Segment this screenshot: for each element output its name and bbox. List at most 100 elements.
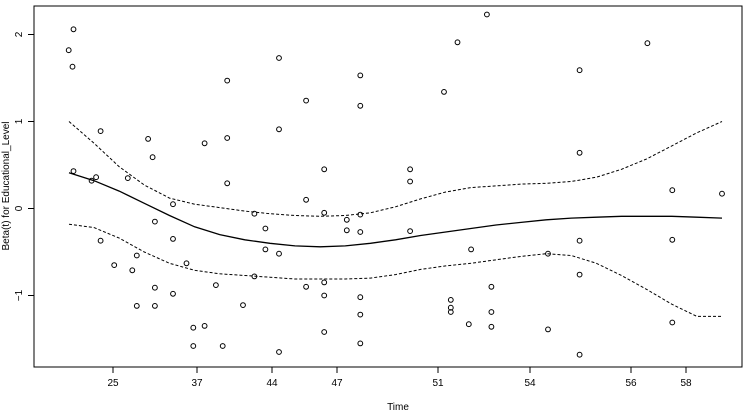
data-point: [224, 135, 231, 141]
y-tick-label: −1: [14, 289, 25, 301]
y-tick-label: 0: [14, 205, 25, 211]
data-point: [124, 175, 131, 182]
data-point: [357, 229, 364, 235]
upper-confidence-band: [68, 121, 723, 217]
data-point: [321, 329, 328, 335]
data-point: [321, 279, 328, 286]
data-point: [488, 323, 495, 330]
data-point: [69, 63, 76, 70]
data-point: [276, 349, 282, 355]
data-point: [357, 102, 364, 109]
data-point: [447, 309, 454, 315]
data-point: [152, 284, 158, 291]
x-tick-label: 51: [432, 378, 444, 389]
x-tick-label: 37: [191, 378, 203, 389]
data-point: [224, 180, 231, 187]
y-tick-label: 1: [14, 118, 25, 124]
x-tick-label: 58: [680, 378, 692, 389]
data-point: [303, 196, 310, 203]
fit-line: [68, 172, 723, 248]
data-point: [447, 297, 454, 303]
x-tick-label: 56: [625, 378, 637, 389]
y-axis: −1 0 1 2: [14, 31, 34, 301]
data-point: [65, 47, 72, 54]
data-point: [343, 216, 350, 223]
data-point: [303, 97, 310, 104]
x-tick-label: 47: [331, 378, 343, 389]
data-point: [70, 26, 77, 33]
data-point: [545, 250, 551, 257]
data-point: [357, 340, 364, 347]
data-point: [276, 250, 282, 257]
data-point: [262, 225, 269, 232]
data-point: [321, 166, 328, 173]
residual-points: [65, 11, 725, 358]
data-point: [111, 262, 118, 269]
data-point: [447, 304, 454, 311]
data-point: [343, 227, 350, 234]
data-point: [576, 67, 583, 74]
smooth-fit: [68, 172, 723, 248]
data-point: [170, 201, 176, 208]
data-point: [465, 321, 472, 328]
data-point: [719, 190, 725, 197]
data-point: [488, 309, 495, 315]
data-point: [133, 303, 140, 309]
data-point: [152, 218, 158, 225]
data-point: [407, 166, 414, 173]
data-point: [321, 292, 328, 299]
data-point: [190, 324, 197, 331]
x-tick-label: 44: [266, 378, 278, 389]
data-point: [669, 187, 676, 194]
data-point: [576, 271, 583, 278]
data-point: [357, 294, 364, 301]
data-point: [545, 326, 551, 333]
data-point: [251, 210, 258, 217]
data-point: [488, 283, 495, 290]
data-point: [201, 140, 208, 147]
data-point: [129, 267, 136, 274]
data-point: [201, 323, 208, 329]
confidence-bands: [68, 121, 723, 317]
x-axis-title: Time: [387, 402, 409, 413]
data-point: [170, 290, 176, 297]
data-point: [576, 149, 583, 156]
data-point: [576, 351, 583, 358]
data-point: [407, 228, 414, 235]
data-point: [441, 89, 447, 95]
data-point: [97, 237, 104, 244]
data-point: [276, 126, 282, 133]
data-point: [357, 211, 364, 218]
data-point: [669, 236, 676, 243]
data-point: [357, 311, 364, 318]
data-point: [70, 168, 77, 175]
data-point: [149, 154, 156, 161]
data-point: [219, 343, 226, 349]
data-point: [468, 246, 475, 253]
data-point: [224, 77, 231, 84]
data-point: [669, 319, 676, 326]
lower-confidence-band: [68, 223, 722, 317]
plot-frame: [33, 5, 743, 368]
x-axis: 25 37 44 47 51 54 56 58: [107, 367, 692, 389]
data-point: [484, 11, 490, 18]
y-axis-title: Beta(t) for Educational_Level: [1, 122, 12, 251]
y-tick-label: 2: [14, 31, 25, 37]
data-point: [190, 343, 197, 349]
data-point: [213, 282, 219, 289]
data-point: [133, 252, 140, 259]
data-point: [576, 237, 583, 244]
data-point: [303, 283, 310, 290]
data-point: [276, 55, 282, 61]
data-point: [251, 273, 258, 280]
data-point: [357, 72, 364, 79]
x-tick-label: 54: [524, 378, 536, 389]
data-point: [183, 260, 190, 267]
data-point: [145, 136, 152, 142]
data-point: [152, 303, 158, 309]
data-point: [97, 128, 104, 135]
data-point: [262, 246, 269, 253]
data-point: [88, 177, 95, 184]
data-point: [170, 236, 176, 242]
